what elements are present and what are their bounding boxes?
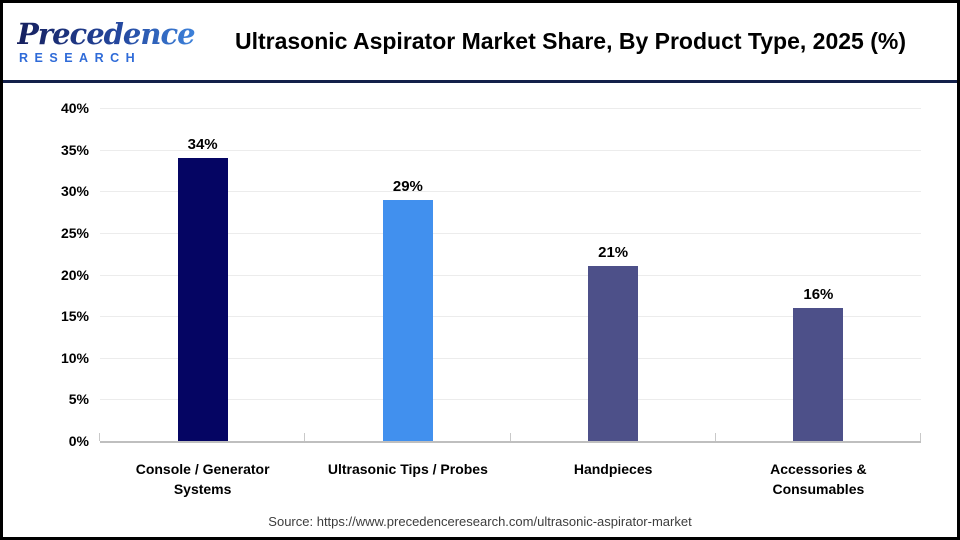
- gridline: [100, 149, 921, 151]
- category-label: Handpieces: [573, 461, 653, 477]
- gridline: [100, 316, 921, 318]
- axis-tick: [714, 433, 716, 441]
- plot-area: 34% 29% 21% 16%: [99, 108, 921, 443]
- y-tick-label: 10%: [60, 349, 89, 366]
- axis-tick: [920, 433, 921, 441]
- gridline: [100, 108, 921, 109]
- y-tick-label: 0%: [68, 433, 89, 449]
- chart-title: Ultrasonic Aspirator Market Share, By Pr…: [234, 28, 907, 54]
- y-axis-labels: 0% 5% 10% 15% 20% 25% 30% 35% 40%: [21, 100, 89, 449]
- bar-2: [588, 266, 639, 441]
- gridline: [100, 399, 921, 401]
- gridline: [100, 274, 921, 276]
- source-note: Source: https://www.precedenceresearch.c…: [268, 514, 692, 529]
- precedence-logo: Precedence RESEARCH: [3, 19, 202, 65]
- logo-brand-text: Precedence: [17, 19, 202, 49]
- bar-0: [177, 157, 228, 441]
- category-label: Ultrasonic Tips / Probes: [327, 461, 488, 477]
- y-tick-label: 5%: [68, 391, 89, 408]
- bar-1: [382, 199, 433, 441]
- bar-value-label: 21%: [598, 244, 629, 262]
- gridline: [100, 232, 921, 234]
- chart-region: 0% 5% 10% 15% 20% 25% 30% 35% 40% 34% 29% 21% 16% C…: [3, 83, 957, 537]
- logo-sub-text: RESEARCH: [19, 50, 142, 65]
- y-tick-label: 25%: [60, 224, 89, 241]
- gridline: [100, 191, 921, 193]
- axis-tick: [99, 433, 100, 441]
- y-tick-label: 20%: [60, 266, 89, 283]
- bar-value-label: 34%: [187, 135, 218, 153]
- category-label: Console / Generator Systems: [135, 461, 270, 497]
- header: Precedence RESEARCH Ultrasonic Aspirator…: [3, 3, 957, 83]
- y-tick-label: 35%: [60, 141, 89, 158]
- gridline: [100, 357, 921, 359]
- bar-value-label: 16%: [803, 285, 834, 303]
- y-tick-label: 40%: [60, 100, 89, 116]
- axis-tick: [304, 433, 306, 441]
- bar-value-label: 29%: [392, 177, 423, 195]
- bar-3: [793, 307, 844, 441]
- axis-tick: [509, 433, 511, 441]
- y-tick-label: 15%: [60, 308, 89, 325]
- y-tick-label: 30%: [60, 183, 89, 200]
- x-axis-labels: Console / Generator Systems Ultrasonic Ti…: [100, 451, 921, 511]
- category-label: Accessories & Consumables: [770, 461, 867, 497]
